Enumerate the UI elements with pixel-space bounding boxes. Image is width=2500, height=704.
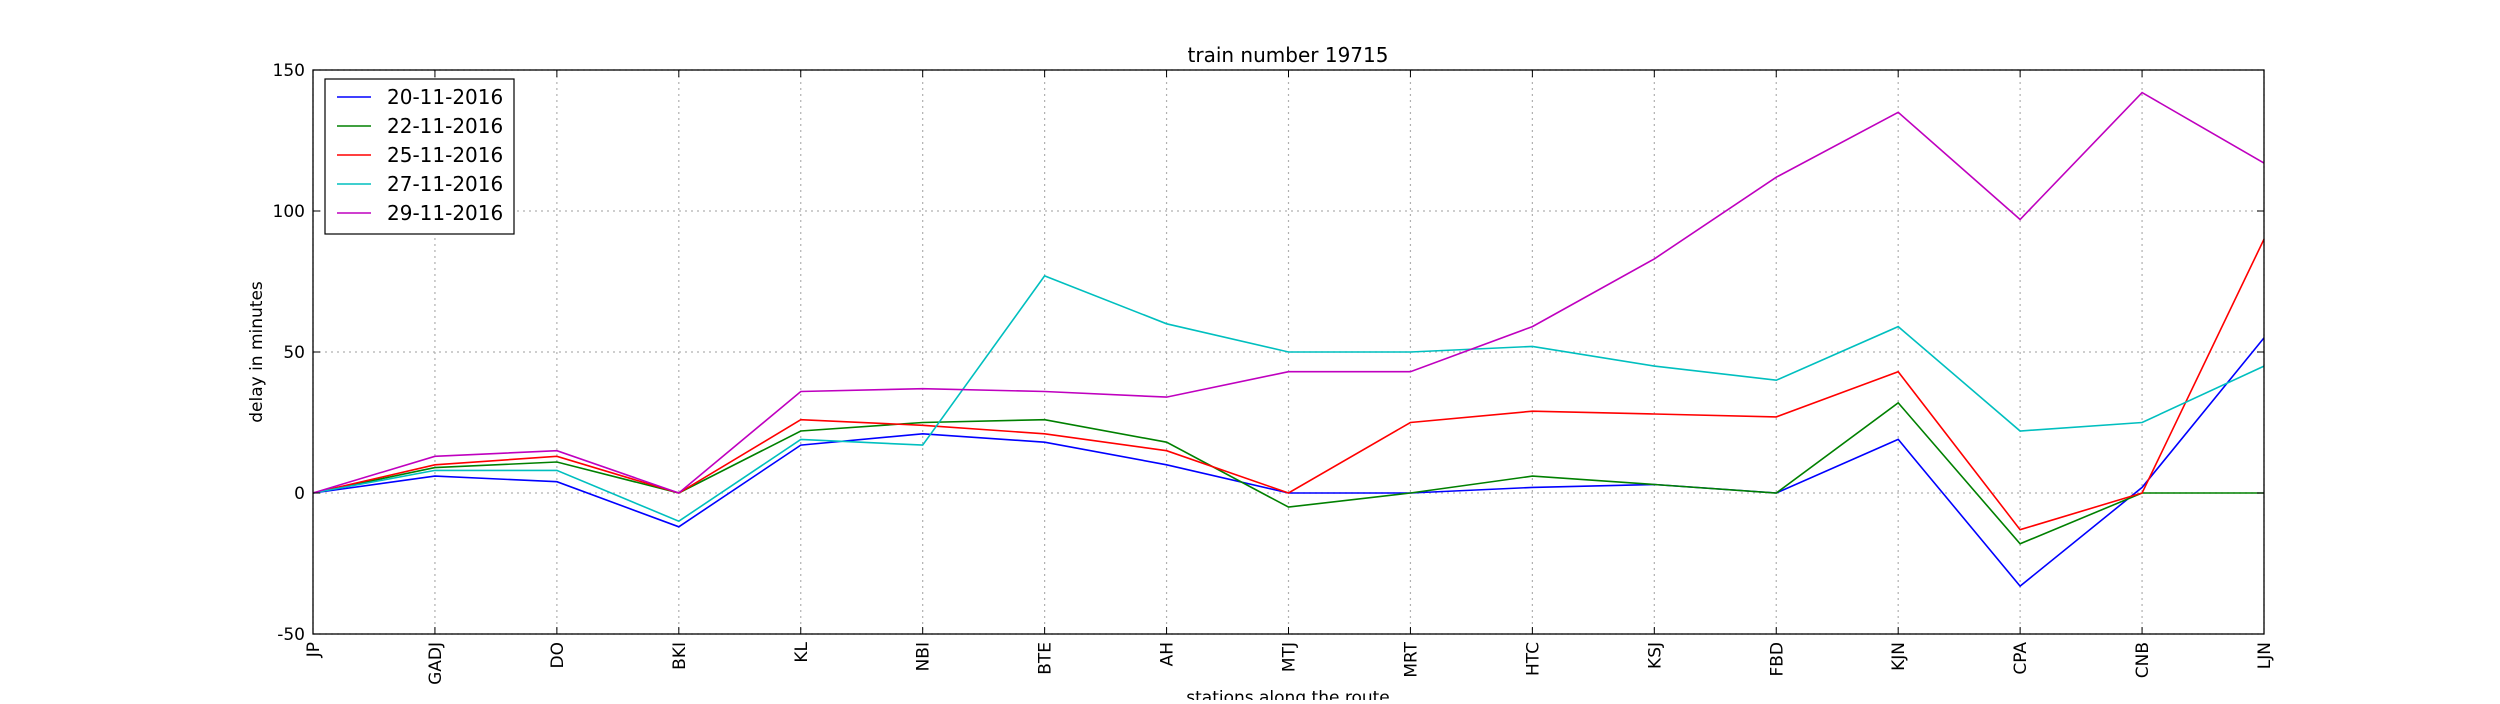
legend: 20-11-2016 22-11-2016 25-11-2016 27-11-2016… [324,78,515,235]
x-tick-label: NBI [914,642,934,671]
x-tick-label: MRT [1401,641,1421,677]
x-tick-label: DO [548,642,568,668]
x-tick-label: HTC [1523,642,1543,676]
y-tick-label: -50 [277,625,305,645]
legend-frame [324,78,515,235]
series-line [312,91,2265,494]
x-tick-label: KSJ [1645,642,1665,669]
x-tick-label: MTJ [1280,642,1300,672]
x-tick-label: BTE [1036,642,1056,675]
series-lines [312,91,2265,588]
legend-label: 27-11-2016 [387,172,503,196]
y-tick-label: 150 [273,61,305,81]
x-tick-label: KJN [1889,642,1909,671]
legend-label: 29-11-2016 [387,201,503,225]
x-tick-label: CPA [2011,642,2031,675]
y-axis-ticks: -50 0 50 100 150 [273,61,2264,645]
series-line [312,238,2265,531]
x-tick-label: KL [792,641,812,662]
x-axis-ticks: JP GADJ DO BKI KL NBI BTE AH MTJ MRT HTC KSJ FBD KJN C… [304,70,2275,685]
y-axis-label: delay in minutes [247,281,267,423]
y-tick-label: 100 [273,202,305,222]
legend-label: 25-11-2016 [387,143,503,167]
series-line [312,401,2264,545]
x-tick-label: LJN [2255,642,2275,669]
y-tick-label: 0 [294,484,305,504]
y-tick-label: 50 [283,343,305,363]
series-line [312,274,2265,523]
x-tick-label: FBD [1767,642,1787,677]
legend-label: 22-11-2016 [387,114,503,138]
chart-title: train number 19715 [1188,43,1389,67]
x-tick-label: AH [1158,642,1178,666]
x-axis-label: stations along the route [1186,688,1390,700]
x-tick-label: CNB [2133,642,2153,678]
x-tick-label: GADJ [426,642,446,685]
x-tick-label: BKI [670,642,690,670]
x-tick-label: JP [304,642,324,658]
legend-label: 20-11-2016 [387,85,503,109]
